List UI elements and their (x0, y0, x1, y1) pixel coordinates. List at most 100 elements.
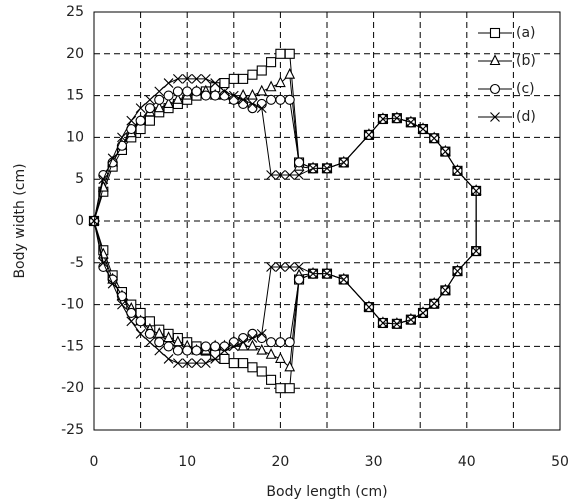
marker (440, 285, 451, 296)
marker (135, 328, 146, 339)
marker (154, 337, 165, 348)
marker (238, 358, 249, 369)
marker (135, 103, 146, 114)
marker (294, 170, 304, 180)
marker (247, 339, 258, 351)
y-axis-label: Body width (cm) (12, 163, 28, 278)
x-tick-label: 10 (178, 454, 196, 470)
marker (275, 352, 286, 363)
marker (247, 362, 258, 373)
marker (293, 274, 305, 285)
marker (116, 291, 128, 302)
marker (429, 298, 440, 309)
marker (364, 130, 374, 140)
marker (172, 93, 184, 104)
marker (284, 383, 295, 394)
legend-label: (c) (516, 81, 535, 97)
marker (145, 94, 155, 105)
y-tick-label: 20 (66, 46, 84, 62)
marker (200, 90, 211, 101)
marker (294, 262, 304, 272)
marker (163, 90, 174, 101)
marker (378, 318, 388, 328)
marker (89, 216, 99, 226)
y-tick-label: 25 (66, 4, 84, 20)
marker (284, 337, 295, 348)
marker (378, 114, 388, 124)
marker (163, 354, 174, 364)
marker (418, 308, 428, 318)
marker (145, 337, 155, 348)
marker (247, 99, 258, 109)
x-axis-label: Body length (cm) (266, 484, 387, 500)
marker (219, 78, 230, 89)
legend-label: (b) (516, 53, 536, 69)
marker (275, 383, 286, 394)
marker (210, 90, 221, 101)
x-tick-label: 40 (458, 454, 476, 470)
marker (191, 345, 202, 356)
marker (256, 343, 268, 355)
legend-marker (489, 27, 501, 39)
marker (275, 337, 286, 348)
marker (182, 86, 193, 97)
marker (228, 73, 239, 84)
marker (256, 103, 267, 114)
marker (210, 78, 221, 88)
marker (266, 262, 276, 272)
marker (452, 266, 463, 277)
legend-marker (489, 54, 501, 66)
marker (429, 133, 440, 144)
marker (126, 316, 137, 327)
marker (163, 78, 174, 88)
marker (247, 88, 258, 100)
marker (154, 345, 165, 356)
marker (237, 339, 249, 351)
marker (452, 165, 463, 176)
marker (210, 354, 221, 364)
series-line (93, 78, 477, 364)
legend-label: (d) (516, 109, 536, 125)
marker (284, 48, 295, 59)
marker (284, 262, 295, 272)
y-tick-label: -25 (61, 422, 84, 438)
marker (200, 341, 211, 352)
marker (191, 86, 202, 97)
marker (405, 117, 416, 128)
y-tick-label: -20 (61, 380, 84, 396)
marker (172, 358, 183, 369)
marker (154, 86, 165, 97)
marker (228, 90, 239, 101)
marker (117, 132, 127, 143)
marker (275, 262, 286, 272)
marker (200, 73, 211, 84)
marker (135, 316, 146, 327)
marker (144, 115, 155, 126)
marker (154, 94, 165, 105)
marker (322, 163, 332, 174)
marker (284, 67, 296, 79)
marker (144, 103, 155, 114)
marker (107, 153, 118, 164)
marker (191, 73, 202, 84)
marker (471, 186, 482, 196)
marker (256, 328, 267, 339)
marker (418, 124, 428, 134)
marker (117, 299, 127, 310)
marker (182, 345, 193, 356)
x-tick-label: 50 (551, 454, 569, 470)
marker (228, 341, 239, 352)
marker (238, 73, 249, 84)
marker (191, 358, 202, 369)
marker (200, 358, 211, 369)
marker (172, 73, 183, 84)
marker (265, 80, 277, 92)
marker (238, 94, 249, 105)
marker (107, 278, 118, 289)
marker (256, 65, 267, 76)
marker (265, 348, 277, 359)
legend-marker (489, 83, 501, 95)
y-tick-label: 15 (66, 88, 84, 104)
